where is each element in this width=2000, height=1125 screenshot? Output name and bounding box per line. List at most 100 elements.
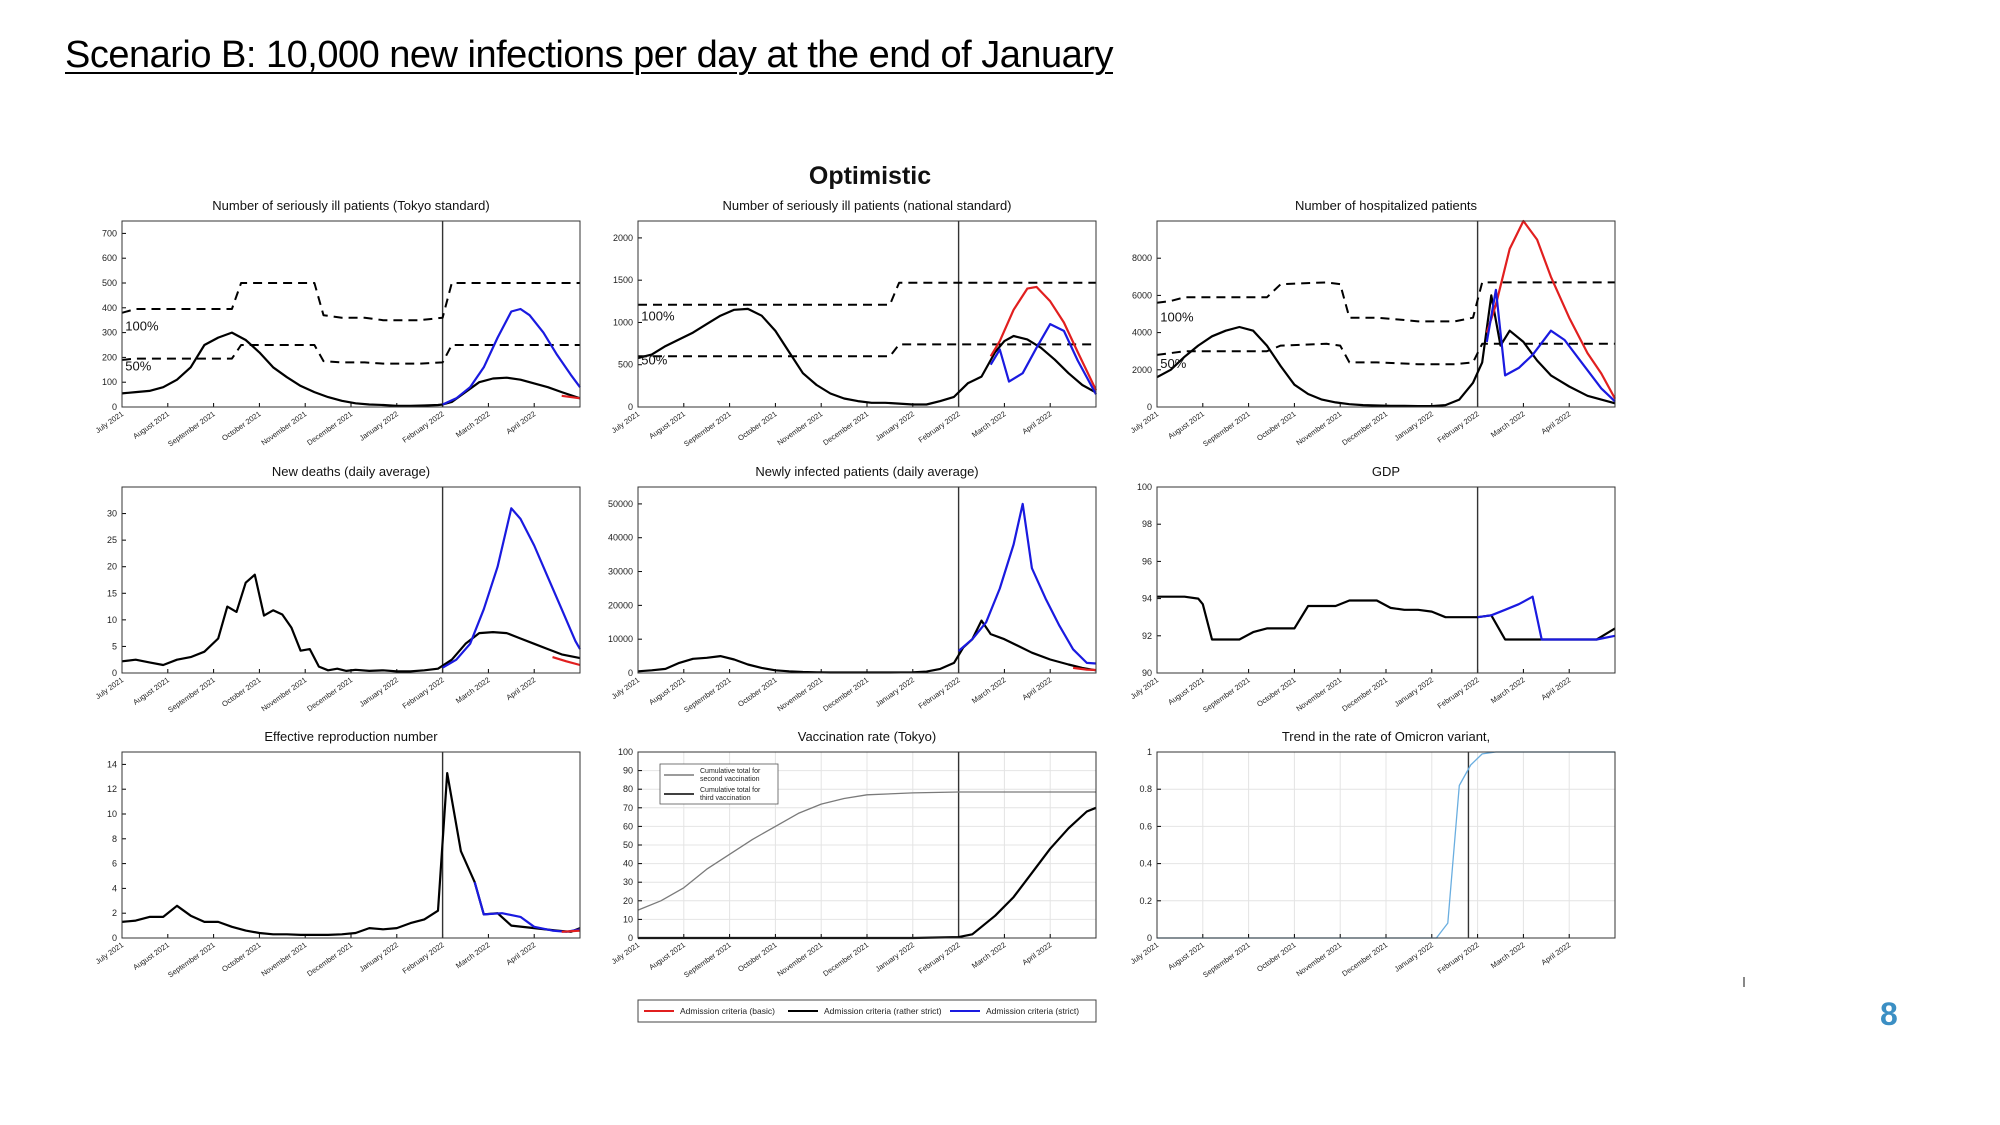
plot-frame	[637, 486, 1097, 674]
plot-frame	[1156, 486, 1616, 674]
x-tick-label: April 2022	[1021, 409, 1054, 436]
legend-label: Admission criteria (strict)	[986, 1006, 1079, 1016]
series-line	[121, 282, 580, 322]
y-tick-label: 8000	[1132, 253, 1152, 263]
x-tick-label: April 2022	[1021, 675, 1054, 702]
chart-gdp: GDP 90 92 94 96 98 100 July 2021 August 2021Sept…	[1129, 464, 1616, 714]
x-tick-label: November 2021	[775, 940, 824, 978]
y-tick-label: 90	[1142, 668, 1152, 678]
x-tick-label: April 2022	[505, 675, 538, 702]
y-tick-label: 12	[107, 784, 117, 794]
series-line	[121, 573, 581, 673]
y-tick-label: 4	[112, 883, 117, 893]
slide-title: Scenario B: 10,000 new infections per da…	[65, 34, 1113, 76]
x-tick-label: January 2022	[1393, 940, 1435, 973]
x-tick-label: August 2021	[1166, 940, 1206, 972]
x-tick-label: February 2022	[917, 940, 962, 975]
y-tick-label: 2000	[613, 233, 633, 243]
plot-frame	[121, 486, 581, 674]
series-line	[1477, 595, 1616, 641]
capacity-label: 50%	[1160, 356, 1186, 371]
x-tick-label: January 2022	[358, 675, 400, 708]
series-line	[1156, 294, 1616, 408]
x-tick-label: January 2022	[358, 940, 400, 973]
y-tick-label: 20	[623, 896, 633, 906]
series-line	[473, 881, 581, 933]
chart-ill-tokyo: Number of seriously ill patients (Tokyo …	[94, 198, 581, 448]
y-tick-label: 10000	[608, 634, 633, 644]
x-tick-label: December 2021	[821, 409, 870, 447]
x-tick-label: July 2021	[94, 940, 125, 966]
x-tick-label: February 2022	[401, 940, 446, 975]
chart-title: Number of hospitalized patients	[1295, 198, 1478, 213]
y-tick-label: 0	[112, 402, 117, 412]
x-tick-label: September 2021	[682, 675, 733, 714]
x-tick-label: October 2021	[736, 675, 778, 708]
x-tick-label: March 2022	[454, 409, 492, 439]
y-tick-label: 400	[102, 303, 117, 313]
x-tick-label: February 2022	[401, 409, 446, 444]
plot-frame	[1156, 220, 1616, 408]
x-tick-label: July 2021	[94, 409, 125, 435]
y-tick-label: 600	[102, 253, 117, 263]
x-tick-label: November 2021	[259, 409, 308, 447]
y-tick-label: 98	[1142, 519, 1152, 529]
y-tick-label: 2	[112, 908, 117, 918]
x-tick-label: February 2022	[1436, 409, 1481, 444]
x-tick-label: November 2021	[1294, 940, 1343, 978]
series-line	[638, 806, 1097, 940]
x-tick-label: March 2022	[970, 409, 1008, 439]
x-tick-label: August 2021	[647, 940, 687, 972]
y-tick-label: 0	[1147, 402, 1152, 412]
x-tick-label: July 2021	[610, 675, 641, 701]
series-line	[957, 502, 1097, 665]
x-tick-label: September 2021	[682, 409, 733, 448]
x-tick-label: November 2021	[1294, 409, 1343, 447]
x-tick-label: November 2021	[259, 675, 308, 713]
x-tick-label: September 2021	[166, 409, 217, 448]
x-tick-label: March 2022	[970, 675, 1008, 705]
x-tick-label: April 2022	[505, 409, 538, 436]
x-tick-label: September 2021	[166, 940, 217, 979]
legend-box	[637, 999, 1097, 1023]
x-tick-label: March 2022	[1489, 940, 1527, 970]
chart-title: New deaths (daily average)	[272, 464, 430, 479]
y-tick-label: 60	[623, 821, 633, 831]
y-tick-label: 0	[1147, 933, 1152, 943]
series-line	[637, 619, 1097, 674]
legend-label: Admission criteria (basic)	[680, 1006, 775, 1016]
x-tick-label: December 2021	[821, 940, 870, 978]
x-tick-label: January 2022	[1393, 675, 1435, 708]
series-line	[638, 343, 1096, 358]
x-tick-label: December 2021	[1340, 940, 1389, 978]
y-tick-label: 50	[623, 840, 633, 850]
x-tick-label: August 2021	[131, 940, 171, 972]
y-tick-label: 0.8	[1139, 784, 1152, 794]
scenario-label: Optimistic	[808, 162, 932, 190]
x-tick-label: December 2021	[305, 409, 354, 447]
y-tick-label: 100	[618, 747, 633, 757]
y-tick-label: 70	[623, 803, 633, 813]
x-tick-label: February 2022	[1436, 675, 1481, 710]
y-tick-label: 100	[102, 377, 117, 387]
y-tick-label: 10	[623, 914, 633, 924]
capacity-label: 50%	[641, 352, 667, 367]
y-tick-label: 0	[112, 933, 117, 943]
x-tick-label: January 2022	[1393, 409, 1435, 442]
series-line	[1485, 288, 1616, 403]
x-tick-label: January 2022	[874, 409, 916, 442]
chart-title: Newly infected patients (daily average)	[755, 464, 978, 479]
chart-hospitalized: Number of hospitalized patients 0 2000 4000…	[1129, 198, 1616, 448]
capacity-label: 100%	[125, 319, 159, 334]
x-tick-label: August 2021	[131, 675, 171, 707]
x-tick-label: July 2021	[1129, 940, 1160, 966]
vax-legend-box	[659, 763, 779, 805]
y-tick-label: 0	[628, 933, 633, 943]
plot-frame	[1156, 751, 1616, 939]
plot-frame	[121, 751, 581, 939]
y-tick-label: 2000	[1132, 365, 1152, 375]
y-tick-label: 1500	[613, 275, 633, 285]
series-line	[1156, 281, 1615, 323]
x-tick-label: August 2021	[647, 675, 687, 707]
plot-frame	[637, 751, 1097, 939]
